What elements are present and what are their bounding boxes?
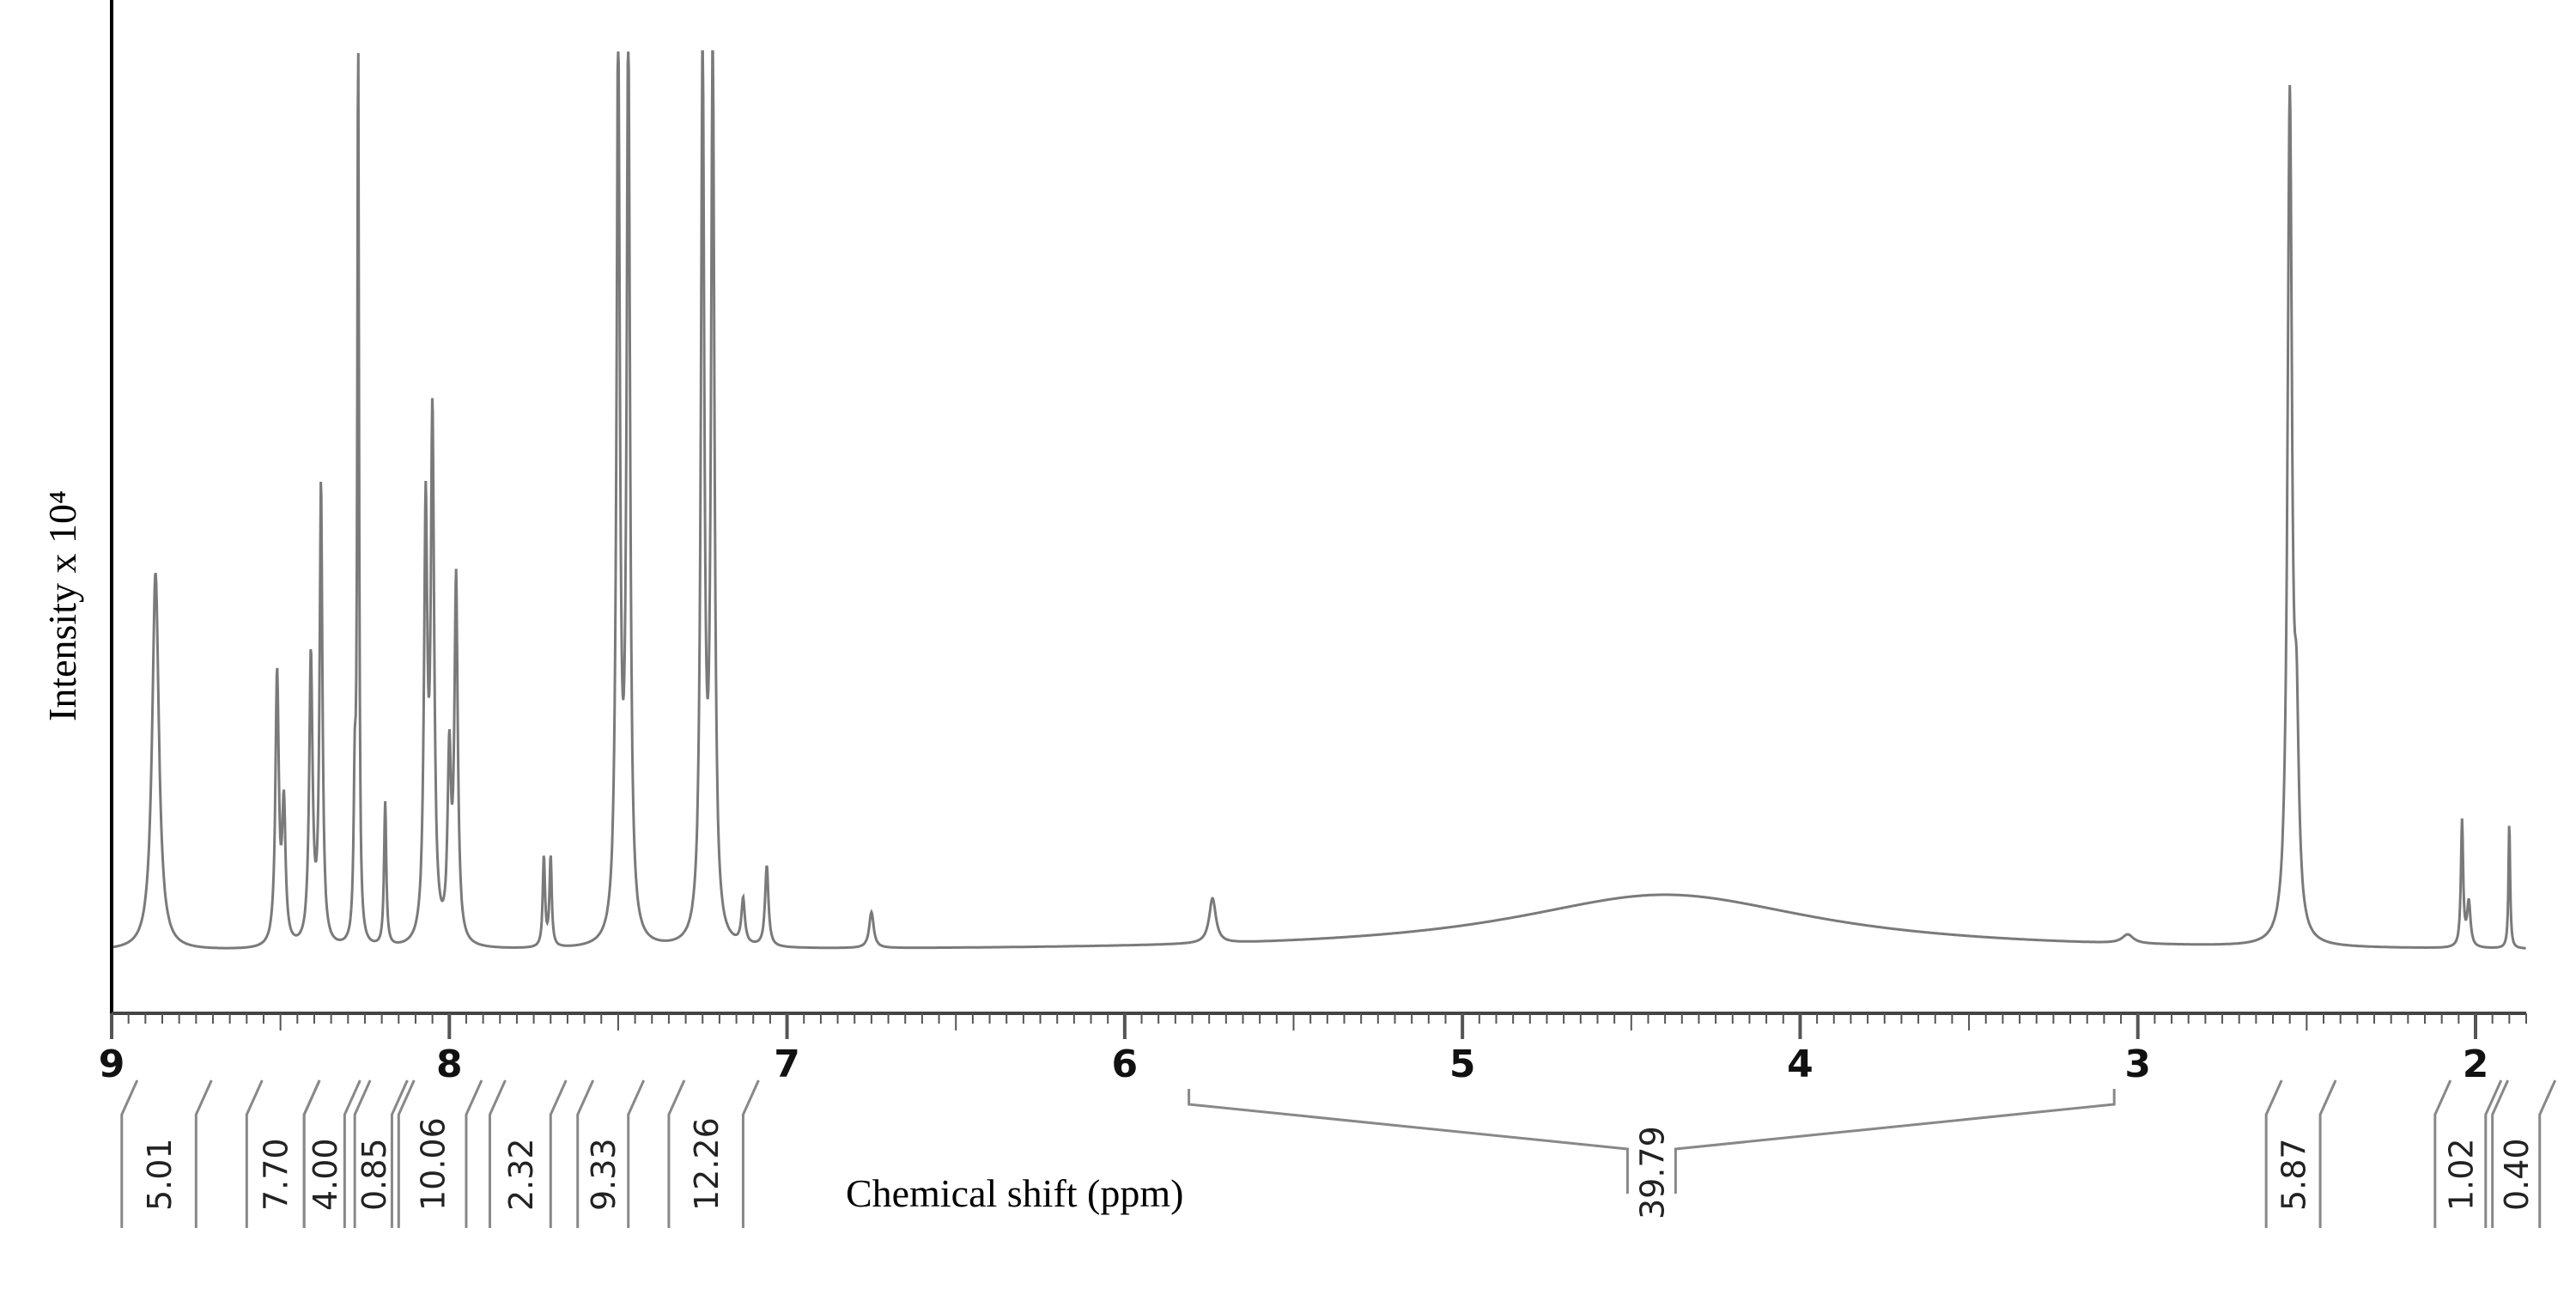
- integral-region: 0.85: [353, 1079, 409, 1228]
- integral-bracket: [353, 1079, 372, 1228]
- integral-bracket: [397, 1079, 416, 1228]
- x-tick-label: 8: [436, 1043, 463, 1086]
- integral-bracket: [627, 1079, 646, 1228]
- integral-bracket: [667, 1079, 686, 1228]
- integral-bracket: [741, 1079, 760, 1228]
- integral-bracket: [120, 1079, 139, 1228]
- integral-value: 2.32: [502, 1138, 540, 1211]
- integral-bracket: [2264, 1079, 2283, 1228]
- integral-region: 39.79: [1188, 1089, 2116, 1219]
- integral-value: 10.06: [415, 1117, 453, 1211]
- integral-value: 9.33: [585, 1138, 623, 1211]
- integral-bracket: [465, 1079, 483, 1228]
- x-tick-label: 9: [99, 1043, 125, 1086]
- integral-bracket: [1674, 1089, 2116, 1194]
- y-axis-title: Intensity x 10⁴: [40, 490, 84, 721]
- x-tick-label: 7: [774, 1043, 800, 1086]
- integral-value: 4.00: [307, 1138, 344, 1211]
- integral-bracket: [2318, 1079, 2337, 1228]
- integral-value: 12.26: [688, 1117, 726, 1211]
- integral-bracket: [576, 1079, 595, 1228]
- integral-region: 2.32: [488, 1079, 568, 1228]
- integral-bracket: [549, 1079, 568, 1228]
- integral-bracket: [194, 1079, 213, 1228]
- spectrum-layer: [111, 50, 2526, 950]
- x-axis-title: Chemical shift (ppm): [846, 1171, 1183, 1215]
- integral-bracket: [390, 1079, 409, 1228]
- integral-bracket: [1188, 1089, 1629, 1194]
- integral-region: 9.33: [576, 1079, 646, 1228]
- integral-bracket: [343, 1079, 361, 1228]
- x-tick-label: 6: [1112, 1043, 1139, 1086]
- spectrum-line: [111, 50, 2526, 950]
- integral-bracket: [2433, 1079, 2452, 1228]
- integral-value: 5.87: [2275, 1138, 2313, 1211]
- integral-bracket: [488, 1079, 507, 1228]
- integral-value: 7.70: [258, 1138, 295, 1211]
- integral-region: 5.87: [2264, 1079, 2337, 1228]
- integral-bracket: [245, 1079, 264, 1228]
- x-tick-label: 4: [1787, 1043, 1814, 1086]
- x-tick-label: 5: [1449, 1043, 1476, 1086]
- x-tick-label: 2: [2463, 1043, 2489, 1086]
- integral-bracket: [2491, 1079, 2510, 1228]
- integral-region: 1.02: [2433, 1079, 2503, 1228]
- integral-region: 0.40: [2491, 1079, 2557, 1228]
- integral-region: 10.06: [397, 1079, 483, 1228]
- integral-region: 12.26: [667, 1079, 760, 1228]
- integral-bracket: [302, 1079, 321, 1228]
- integral-value: 0.85: [355, 1138, 393, 1211]
- integral-region: 5.01: [120, 1079, 213, 1228]
- axis-layer: 9 8 7 6 5 4 3 2: [99, 0, 2527, 1086]
- integral-value: 0.40: [2498, 1138, 2536, 1211]
- integral-layer: 5.01 7.70 4.00 0.85 10.06 2.32 9.33 12.26 39.79 5…: [120, 1079, 2557, 1228]
- integral-value: 39.79: [1633, 1126, 1671, 1219]
- integral-region: 4.00: [302, 1079, 361, 1228]
- integral-value: 5.01: [141, 1138, 179, 1211]
- integral-bracket: [2484, 1079, 2503, 1228]
- integral-bracket: [2538, 1079, 2557, 1228]
- x-tick-label: 3: [2124, 1043, 2151, 1086]
- integral-value: 1.02: [2442, 1138, 2480, 1211]
